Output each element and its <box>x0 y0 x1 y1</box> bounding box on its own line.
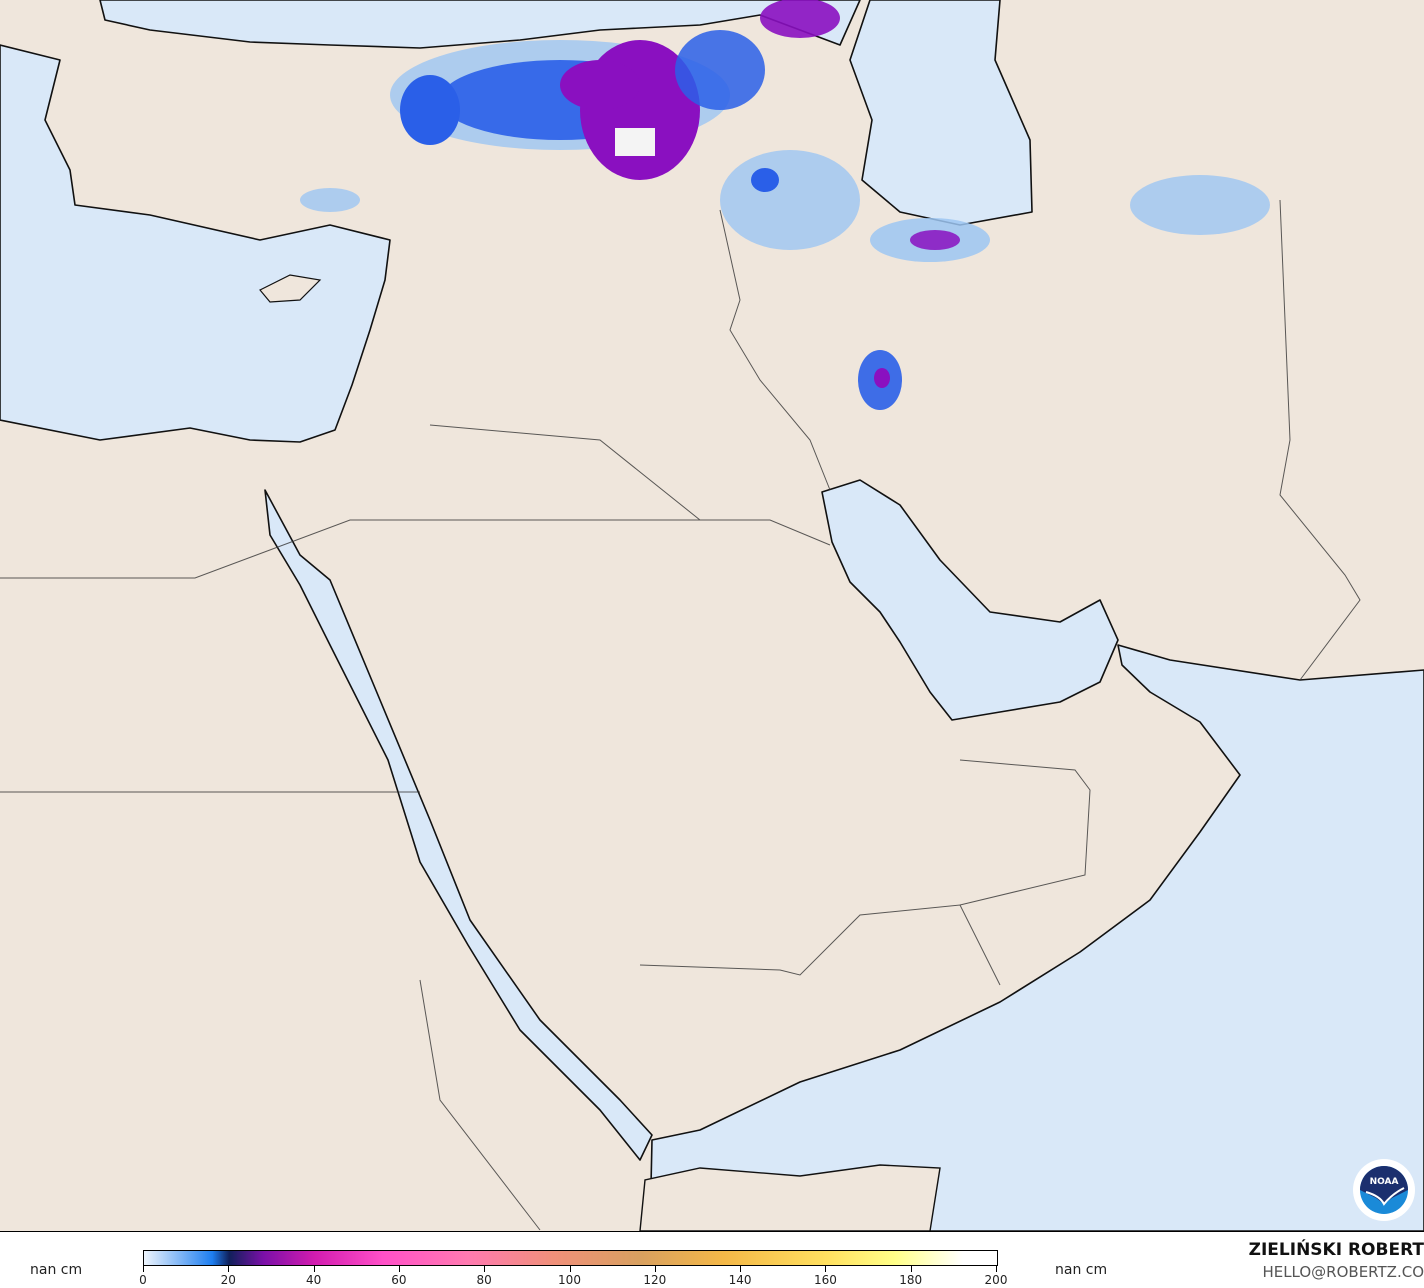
border-line <box>639 904 1001 986</box>
precipitation-map <box>0 0 1424 1231</box>
colorbar-tick <box>313 1265 315 1272</box>
precip-area <box>910 230 960 250</box>
cyprus <box>259 274 322 303</box>
precip-area <box>560 60 640 110</box>
precip-area <box>760 0 840 38</box>
colorbar-tick <box>654 1265 656 1272</box>
colorbar-tick <box>825 1265 827 1272</box>
colorbar-tick <box>996 1265 997 1272</box>
colorbar-tick-label: 0 <box>139 1273 147 1287</box>
colorbar-tick <box>740 1265 742 1272</box>
colorbar-tick-label: 120 <box>643 1273 667 1287</box>
colorbar-tick-label: 100 <box>558 1273 581 1287</box>
border-line <box>429 424 701 521</box>
precip-area <box>400 75 460 145</box>
colorbar-tick <box>228 1265 230 1272</box>
arabian-sea <box>649 644 1424 1231</box>
colorbar-tick-label: 160 <box>813 1273 837 1287</box>
colorbar-tick-label: 60 <box>391 1273 407 1287</box>
colorbar-tick <box>398 1265 400 1272</box>
colorbar-tick <box>484 1265 486 1272</box>
border-line <box>0 519 831 579</box>
colorbar-tick-label: 20 <box>220 1273 236 1287</box>
precip-area <box>300 188 360 212</box>
colorbar-tick-label: 40 <box>305 1273 322 1287</box>
red-sea <box>264 489 653 1161</box>
precip-area <box>675 30 765 110</box>
noaa-logo: NOAA <box>1353 1159 1415 1221</box>
precip-area <box>1130 175 1270 235</box>
border-line <box>1279 199 1361 681</box>
border-line <box>719 209 831 491</box>
credit-name: ZIELIŃSKI ROBERT <box>1248 1240 1424 1260</box>
credit-email: HELLO@ROBERTZ.CO <box>1262 1263 1424 1281</box>
black-sea <box>99 0 861 49</box>
horn-of-africa <box>639 1164 941 1231</box>
colorbar-tick <box>569 1265 571 1272</box>
colorbar <box>143 1250 998 1266</box>
noaa-logo-text: NOAA <box>1370 1177 1399 1187</box>
colorbar-tick-label: 80 <box>476 1273 492 1287</box>
right-unit-label: nan cm <box>1055 1262 1108 1278</box>
precip-area <box>874 368 890 388</box>
legend-footer: nan cm 0 20 40 60 80 100 120 140 160 180 200 nan c… <box>0 1231 1424 1288</box>
colorbar-tick <box>910 1265 912 1272</box>
left-unit-label: nan cm <box>30 1262 83 1278</box>
colorbar-tick <box>143 1265 144 1272</box>
precip-area <box>720 150 860 250</box>
colorbar-tick-label: 140 <box>728 1273 752 1287</box>
aegean-mediterranean-sea <box>0 44 391 443</box>
precipitation-overlay <box>300 0 1270 410</box>
colorbar-tick-label: 200 <box>984 1273 1008 1287</box>
border-line <box>959 759 1091 906</box>
precip-area <box>751 168 779 192</box>
persian-gulf <box>821 479 1119 721</box>
precip-max-area <box>615 128 655 156</box>
border-line <box>419 979 541 1231</box>
colorbar-tick-label: 180 <box>899 1273 923 1287</box>
